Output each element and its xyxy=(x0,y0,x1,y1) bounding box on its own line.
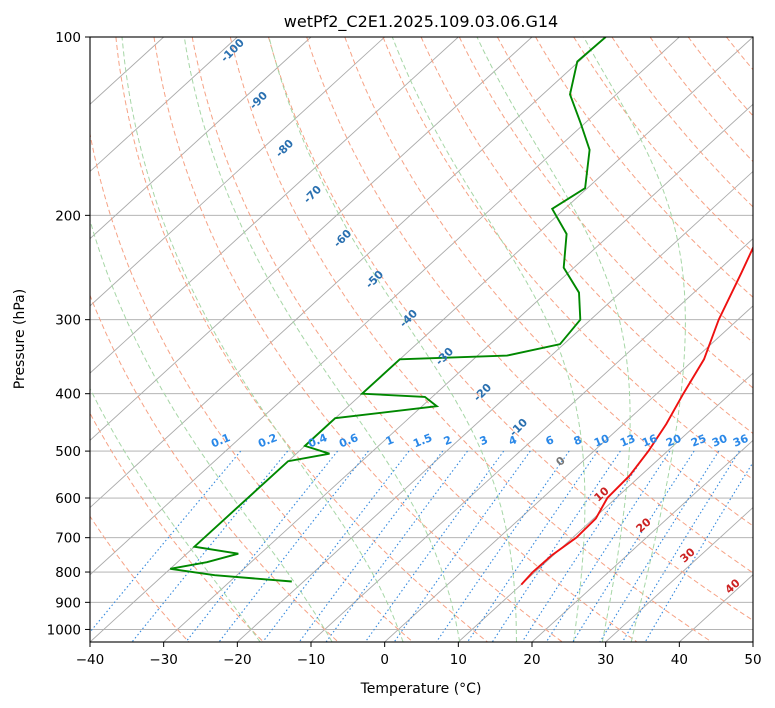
mixing-ratio-line xyxy=(621,450,740,642)
dry-adiabat-line xyxy=(420,37,753,435)
mixing-ratio-line xyxy=(364,450,505,642)
y-tick-label: 1000 xyxy=(47,622,81,638)
dry-adiabat-line xyxy=(649,37,753,163)
plot-frame xyxy=(89,36,754,643)
mixing-ratio-line xyxy=(572,450,695,642)
mixing-ratio-label: 25 xyxy=(689,432,708,450)
dry-adiabat-line xyxy=(90,412,264,642)
mixing-ratio-label: 2 xyxy=(442,433,454,448)
axis-ticks: −40 −30 −20 −10 0 10 20 30 40 50 100 200 300 400 500 60… xyxy=(47,30,762,668)
isotherm-line xyxy=(90,37,312,240)
isotherm-line xyxy=(163,103,753,642)
moist-adiabat-line xyxy=(90,387,261,642)
moist-adiabat-line xyxy=(90,218,333,642)
isotherm-line xyxy=(90,37,385,307)
dry-adiabat-line xyxy=(573,37,753,253)
dry-adiabat-line xyxy=(268,37,753,622)
x-tick-label: 50 xyxy=(744,652,761,668)
x-tick-label: 20 xyxy=(523,652,540,668)
x-tick-label: −20 xyxy=(223,652,252,668)
mixing-ratio-line xyxy=(644,461,753,642)
x-tick-label: −10 xyxy=(297,652,326,668)
mixing-ratio-line xyxy=(90,450,242,633)
x-tick-label: 10 xyxy=(450,652,467,668)
isotherm-line xyxy=(605,506,753,642)
mixing-ratio-label: 16 xyxy=(640,432,659,450)
y-tick-label: 700 xyxy=(55,531,81,547)
dry-adiabat-line xyxy=(382,37,753,481)
isotherm-line xyxy=(458,372,753,642)
isotherm-line xyxy=(90,37,680,576)
isotherm-line xyxy=(90,37,533,441)
mixing-ratio-line xyxy=(262,450,410,642)
moist-adiabat-line xyxy=(268,37,517,642)
mixing-ratio-label: 10 xyxy=(592,432,611,450)
plot-area: -100-90-80-70-60-50-40-30-20-100.1 0.2 0.4… xyxy=(90,37,753,642)
mixing-ratio-label: 20 xyxy=(664,432,683,450)
moist-adiabat-line xyxy=(391,37,586,642)
mixing-ratio-line xyxy=(435,450,570,642)
y-tick-label: 300 xyxy=(55,313,81,329)
y-tick-label: 600 xyxy=(55,491,81,507)
mixing-ratio-label: 1 xyxy=(384,433,396,448)
x-axis-label: Temperature (°C) xyxy=(360,681,482,697)
dry-adiabat-line xyxy=(344,37,753,527)
dry-adiabat-line xyxy=(90,293,339,642)
y-tick-label: 100 xyxy=(55,30,81,46)
mixing-ratio-label: 13 xyxy=(618,432,637,450)
y-tick-label: 900 xyxy=(55,595,81,611)
temperature-profile-line xyxy=(520,245,753,586)
isotherm-line xyxy=(90,37,238,173)
dry-adiabat-line xyxy=(306,37,753,574)
isotherm-line xyxy=(90,37,459,374)
moist-adiabat-line xyxy=(121,37,404,642)
mixing-ratio-line xyxy=(185,450,339,642)
mixing-ratio-line xyxy=(298,450,444,642)
mixing-ratio-label: 3 xyxy=(478,433,490,448)
dry-adiabat-line xyxy=(191,37,638,642)
y-axis-label: Pressure (hPa) xyxy=(12,289,28,389)
moist-adiabat-line xyxy=(476,37,631,642)
y-tick-label: 200 xyxy=(55,208,81,224)
mixing-ratio-label: 8 xyxy=(572,433,584,448)
mixing-ratio-line xyxy=(218,450,369,642)
dry-adiabat-line xyxy=(229,37,712,642)
moist-adiabat-line xyxy=(583,37,686,642)
x-tick-label: 0 xyxy=(380,652,389,668)
dry-adiabat-line xyxy=(458,37,753,389)
dry-adiabat-line xyxy=(496,37,753,344)
isotherm-line xyxy=(237,170,753,642)
x-tick-label: 40 xyxy=(671,652,688,668)
x-tick-label: −30 xyxy=(149,652,178,668)
mixing-ratio-line xyxy=(599,450,720,642)
isotherm-line xyxy=(384,305,753,642)
moist-adiabat-line xyxy=(183,37,461,642)
dewpoint-profile-line xyxy=(170,37,607,583)
y-tick-label: 500 xyxy=(55,444,81,460)
y-tick-label: 800 xyxy=(55,565,81,581)
mixing-ratio-label: 36 xyxy=(731,432,750,450)
mixing-ratio-line xyxy=(467,450,599,642)
y-tick-label: 400 xyxy=(55,387,81,403)
isotherm-line xyxy=(531,439,753,642)
mixing-ratio-line xyxy=(131,450,289,642)
isotherm-line xyxy=(90,37,606,509)
dry-adiabat-line xyxy=(535,37,753,298)
x-tick-label: −40 xyxy=(76,652,105,668)
x-tick-label: 30 xyxy=(597,652,614,668)
mixing-ratio-label: 30 xyxy=(710,432,729,450)
dry-adiabat-line xyxy=(90,131,414,642)
chart-title: wetPf2_C2E1.2025.109.03.06.G14 xyxy=(284,12,558,32)
